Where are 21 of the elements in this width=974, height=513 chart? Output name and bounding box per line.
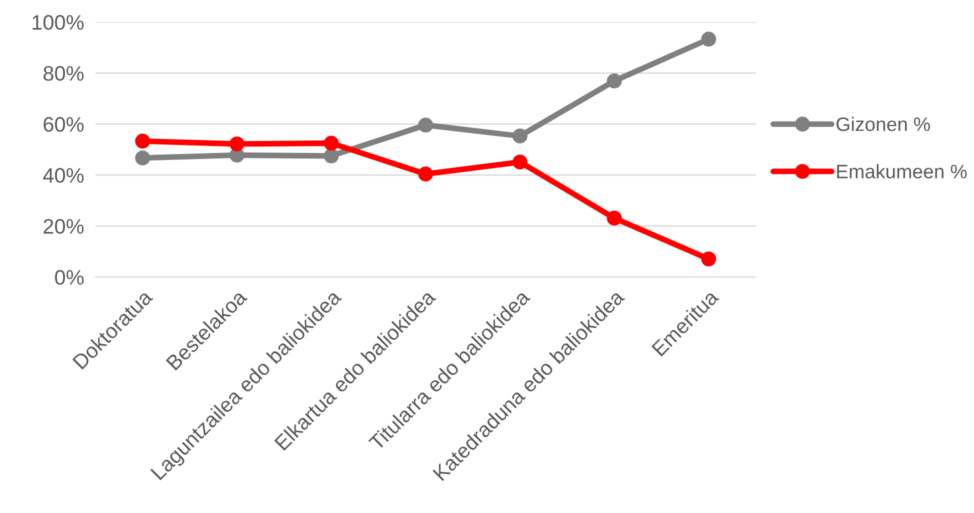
point — [512, 154, 528, 170]
y-tick-label: 100% — [32, 15, 84, 30]
point — [701, 32, 716, 47]
point — [418, 166, 434, 182]
legend-label: Emakumeen % — [837, 164, 967, 178]
y-tick-label: 80% — [44, 66, 84, 81]
point — [701, 251, 716, 266]
point — [135, 150, 150, 166]
point — [324, 136, 339, 151]
point — [512, 128, 528, 144]
y-tick-label: 20% — [44, 219, 84, 234]
point — [229, 136, 244, 152]
legend-label: Gizonen % — [836, 116, 930, 132]
point — [418, 118, 434, 133]
point — [606, 73, 622, 88]
y-tick-label: 60% — [44, 117, 84, 132]
point — [324, 148, 339, 164]
y-tick-label: 0% — [55, 270, 84, 285]
y-tick-label: 40% — [43, 168, 84, 183]
point — [135, 134, 150, 149]
point — [606, 210, 622, 226]
